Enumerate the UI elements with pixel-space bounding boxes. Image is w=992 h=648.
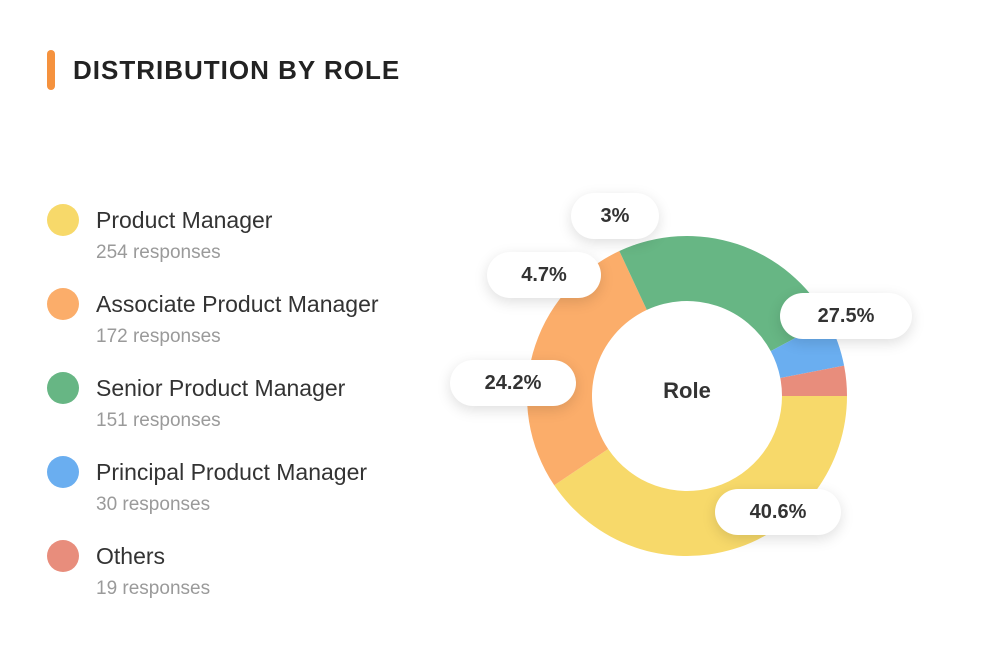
- legend-label: Senior Product Manager: [96, 375, 346, 401]
- percent-label-principal-product-manager: 4.7%: [487, 252, 601, 298]
- legend-label: Product Manager: [96, 207, 273, 233]
- legend-item: Product Manager 254 responses: [47, 202, 467, 286]
- legend-count: 19 responses: [96, 578, 211, 599]
- legend-count: 30 responses: [96, 494, 211, 515]
- donut-chart: Role 40.6% 27.5% 24.2% 4.7% 3%: [430, 180, 950, 580]
- legend-item: Associate Product Manager 172 responses: [47, 286, 467, 370]
- legend-count: 172 responses: [96, 326, 221, 347]
- donut-slice-associate-product-manager: [527, 251, 647, 486]
- legend-swatch: [47, 540, 79, 572]
- donut-slice-others: [780, 365, 847, 396]
- legend-item: Principal Product Manager 30 responses: [47, 454, 467, 538]
- percent-label-senior-product-manager: 24.2%: [450, 360, 576, 406]
- donut-center-label: Role: [663, 378, 711, 403]
- legend-swatch: [47, 204, 79, 236]
- legend-count: 151 responses: [96, 410, 221, 431]
- legend-count: 254 responses: [96, 242, 221, 263]
- legend: Product Manager 254 responses Associate …: [47, 202, 467, 622]
- legend-label: Associate Product Manager: [96, 291, 379, 317]
- percent-label-associate-product-manager: 27.5%: [780, 293, 912, 339]
- legend-label: Principal Product Manager: [96, 459, 368, 485]
- legend-label: Others: [96, 543, 166, 569]
- legend-swatch: [47, 456, 79, 488]
- donut-slice-senior-product-manager: [619, 235, 829, 352]
- percent-label-others: 3%: [571, 193, 659, 239]
- page-title: DISTRIBUTION BY ROLE: [73, 55, 401, 85]
- percent-label-product-manager: 40.6%: [715, 489, 841, 535]
- legend-item: Others 19 responses: [47, 538, 467, 622]
- legend-swatch: [47, 288, 79, 320]
- title-accent-bar: [47, 50, 55, 90]
- legend-swatch: [47, 372, 79, 404]
- legend-item: Senior Product Manager 151 responses: [47, 370, 467, 454]
